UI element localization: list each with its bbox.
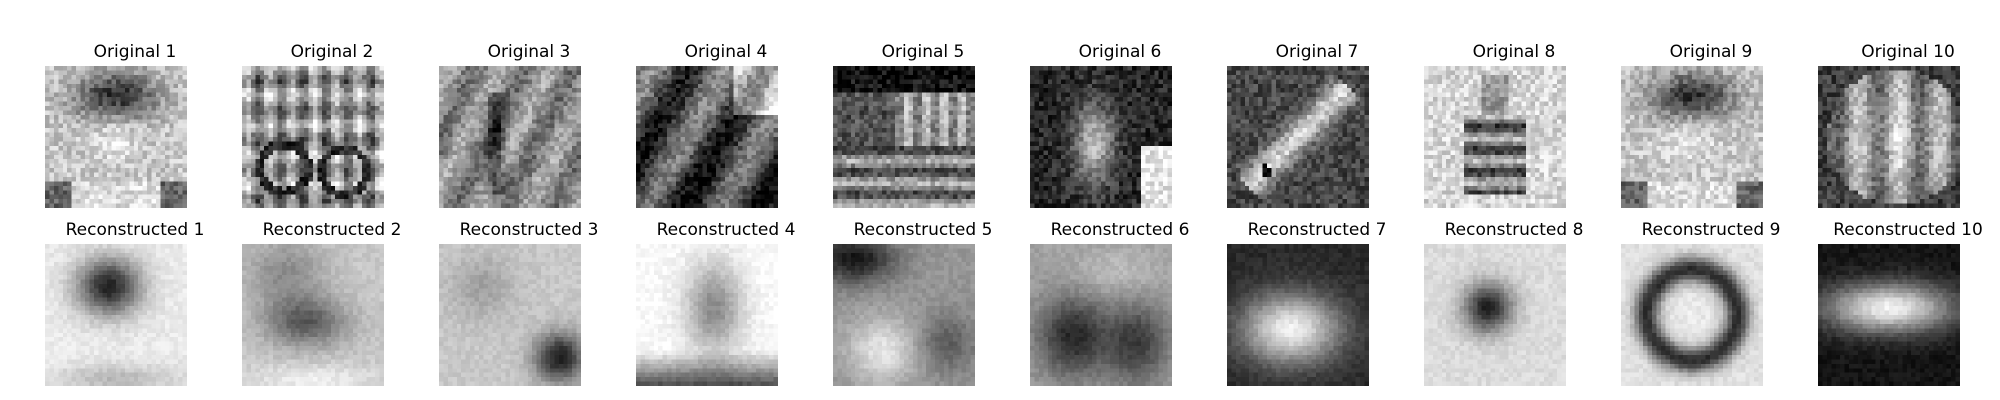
- original-panel-title: Original 7: [1187, 40, 1447, 64]
- original-image-pixels: [1227, 66, 1369, 208]
- reconstructed-image: [45, 244, 187, 386]
- original-panel-title: Original 9: [1581, 40, 1841, 64]
- original-image-pixels: [242, 66, 384, 208]
- original-image: [1030, 66, 1172, 208]
- reconstructed-image-pixels: [242, 244, 384, 386]
- original-panel-title: Original 6: [990, 40, 1250, 64]
- reconstructed-panel-title: Reconstructed 4: [596, 218, 856, 242]
- reconstructed-panel-title: Reconstructed 9: [1581, 218, 1841, 242]
- original-panel-title: Original 8: [1384, 40, 1644, 64]
- reconstructed-image-pixels: [1818, 244, 1960, 386]
- reconstructed-panel-title: Reconstructed 6: [990, 218, 1250, 242]
- original-panel-title: Original 2: [202, 40, 462, 64]
- reconstructed-image: [1424, 244, 1566, 386]
- reconstructed-panel-title: Reconstructed 8: [1384, 218, 1644, 242]
- original-image-pixels: [833, 66, 975, 208]
- original-image-pixels: [1621, 66, 1763, 208]
- original-panel-title: Original 1: [5, 40, 265, 64]
- reconstructed-image-pixels: [1030, 244, 1172, 386]
- original-image: [242, 66, 384, 208]
- original-image: [636, 66, 778, 208]
- reconstructed-panel-title: Reconstructed 10: [1778, 218, 2000, 242]
- reconstructed-image: [833, 244, 975, 386]
- reconstructed-image-pixels: [1621, 244, 1763, 386]
- original-image: [1424, 66, 1566, 208]
- original-image: [439, 66, 581, 208]
- reconstructed-image-pixels: [1227, 244, 1369, 386]
- reconstructed-panel-title: Reconstructed 2: [202, 218, 462, 242]
- original-image-pixels: [1818, 66, 1960, 208]
- reconstructed-panel-title: Reconstructed 3: [399, 218, 659, 242]
- reconstructed-panel-title: Reconstructed 1: [5, 218, 265, 242]
- original-image-pixels: [45, 66, 187, 208]
- original-image-pixels: [1424, 66, 1566, 208]
- reconstructed-panel-title: Reconstructed 5: [793, 218, 1053, 242]
- original-panel-title: Original 5: [793, 40, 1053, 64]
- original-panel-title: Original 3: [399, 40, 659, 64]
- reconstructed-image: [1030, 244, 1172, 386]
- reconstructed-image: [1621, 244, 1763, 386]
- original-image: [45, 66, 187, 208]
- original-image: [1818, 66, 1960, 208]
- original-image: [1621, 66, 1763, 208]
- original-image-pixels: [636, 66, 778, 208]
- original-image-pixels: [439, 66, 581, 208]
- reconstructed-image: [1227, 244, 1369, 386]
- reconstructed-image-pixels: [636, 244, 778, 386]
- reconstructed-image: [242, 244, 384, 386]
- reconstructed-image: [1818, 244, 1960, 386]
- original-image: [1227, 66, 1369, 208]
- reconstructed-image-pixels: [1424, 244, 1566, 386]
- reconstructed-image: [439, 244, 581, 386]
- reconstructed-image: [636, 244, 778, 386]
- original-image-pixels: [1030, 66, 1172, 208]
- reconstructed-image-pixels: [439, 244, 581, 386]
- reconstructed-image-pixels: [45, 244, 187, 386]
- original-panel-title: Original 10: [1778, 40, 2000, 64]
- original-panel-title: Original 4: [596, 40, 856, 64]
- original-image: [833, 66, 975, 208]
- reconstructed-panel-title: Reconstructed 7: [1187, 218, 1447, 242]
- reconstructed-image-pixels: [833, 244, 975, 386]
